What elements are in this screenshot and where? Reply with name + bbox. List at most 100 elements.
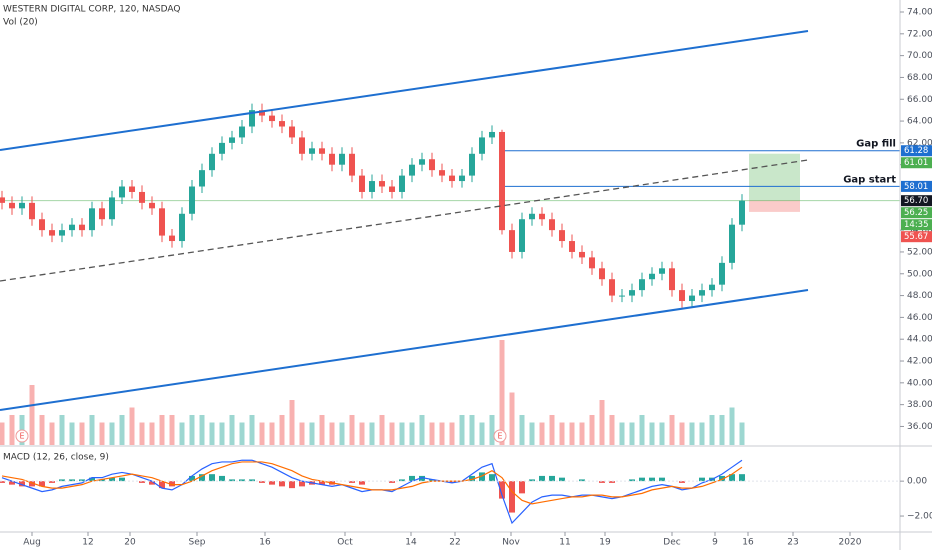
candle-body (159, 208, 165, 236)
macd-histogram (19, 481, 25, 487)
macd-histogram (69, 479, 75, 482)
volume-bar (659, 422, 665, 445)
candle-body (79, 224, 85, 231)
y-tick-label: 44.00 (907, 335, 932, 345)
candle-body (469, 153, 475, 176)
macd-label: MACD (12, 26, close, 9) (3, 453, 109, 463)
candle-body (259, 110, 265, 116)
macd-histogram (159, 481, 165, 489)
volume-bar (379, 415, 385, 445)
volume-bar (79, 422, 85, 445)
candle-body (729, 224, 735, 263)
x-tick-label: Nov (502, 538, 520, 548)
x-tick-label: 12 (82, 538, 93, 548)
candle-body (719, 262, 725, 285)
volume-bar (509, 392, 515, 445)
x-tick-label: 23 (787, 538, 798, 548)
volume-bar (679, 422, 685, 445)
candle-body (449, 175, 455, 182)
macd-histogram (699, 477, 705, 482)
volume-bar (669, 415, 675, 445)
volume-bar (239, 422, 245, 445)
candle-body (519, 219, 525, 252)
volume-bar (439, 422, 445, 445)
macd-histogram (529, 479, 535, 482)
volume-bar (159, 415, 165, 445)
price-badge-label: 14:35 (904, 220, 929, 230)
macd-histogram (579, 479, 585, 482)
x-tick-label: 2020 (839, 538, 862, 548)
macd-histogram (599, 481, 605, 483)
volume-bar (579, 422, 585, 445)
candle-body (249, 110, 255, 127)
volume-bar (469, 415, 475, 445)
price-badge-label: 55.67 (904, 232, 928, 242)
channel-middle (0, 159, 809, 282)
candle-body (459, 175, 465, 182)
macd-histogram (729, 474, 735, 482)
channel-upper (0, 30, 809, 151)
volume-bar (169, 415, 175, 445)
candle-body (379, 181, 385, 187)
price-badge (901, 219, 932, 231)
volume-bar (179, 422, 185, 445)
price-badge (901, 231, 932, 243)
candle-body (659, 268, 665, 274)
macd-histogram (389, 481, 395, 483)
macd-histogram (549, 475, 555, 482)
volume-bar (729, 407, 735, 445)
candle-body (589, 257, 595, 269)
y-tick-label: 72.00 (907, 29, 932, 39)
candle-body (409, 164, 415, 176)
volume-bar (479, 422, 485, 445)
volume-bar (39, 415, 45, 445)
candle-body (49, 230, 55, 236)
y-tick-label: 64.00 (907, 117, 932, 127)
candle-body (219, 142, 225, 154)
y-tick-label: 50.00 (907, 269, 932, 279)
volume-bar (29, 385, 35, 445)
x-tick-label: 22 (449, 538, 460, 548)
volume-bar (419, 415, 425, 445)
candle-body (169, 235, 175, 242)
x-tick-label: 16 (259, 538, 271, 548)
position-target-zone (749, 153, 800, 201)
candle-body (99, 208, 105, 220)
candle-body (339, 153, 345, 165)
macd-histogram (109, 477, 115, 482)
candle-body (509, 230, 515, 252)
y-tick-label: 62.00 (907, 138, 932, 148)
candle-body (59, 230, 65, 236)
volume-bar (259, 422, 265, 445)
macd-histogram (489, 474, 495, 482)
candle-body (369, 181, 375, 192)
volume-bar (609, 415, 615, 445)
volume-bar (409, 422, 415, 445)
macd-histogram (299, 481, 305, 487)
volume-bar (319, 415, 325, 445)
volume-bar (49, 422, 55, 445)
macd-histogram (539, 475, 545, 482)
y2-tick-label: 0.00 (907, 477, 927, 487)
candle-body (289, 126, 295, 138)
volume-bar (279, 415, 285, 445)
volume-bar (389, 422, 395, 445)
candle-body (69, 224, 75, 231)
volume-bar (129, 407, 135, 445)
gap-annotation: Gap start (843, 174, 896, 185)
candle-body (269, 115, 275, 122)
y-tick-label: 74.00 (907, 7, 932, 17)
candle-body (489, 131, 495, 138)
y-tick-label: 52.00 (907, 247, 932, 257)
volume-bar (219, 422, 225, 445)
volume-bar (189, 415, 195, 445)
volume-bar (709, 415, 715, 445)
x-tick-label: 11 (559, 538, 570, 548)
macd-histogram (499, 481, 505, 499)
candle-body (299, 137, 305, 154)
volume-bar (109, 422, 115, 445)
volume-bar (69, 422, 75, 445)
volume-bar (639, 415, 645, 445)
volume-bar (0, 422, 5, 445)
